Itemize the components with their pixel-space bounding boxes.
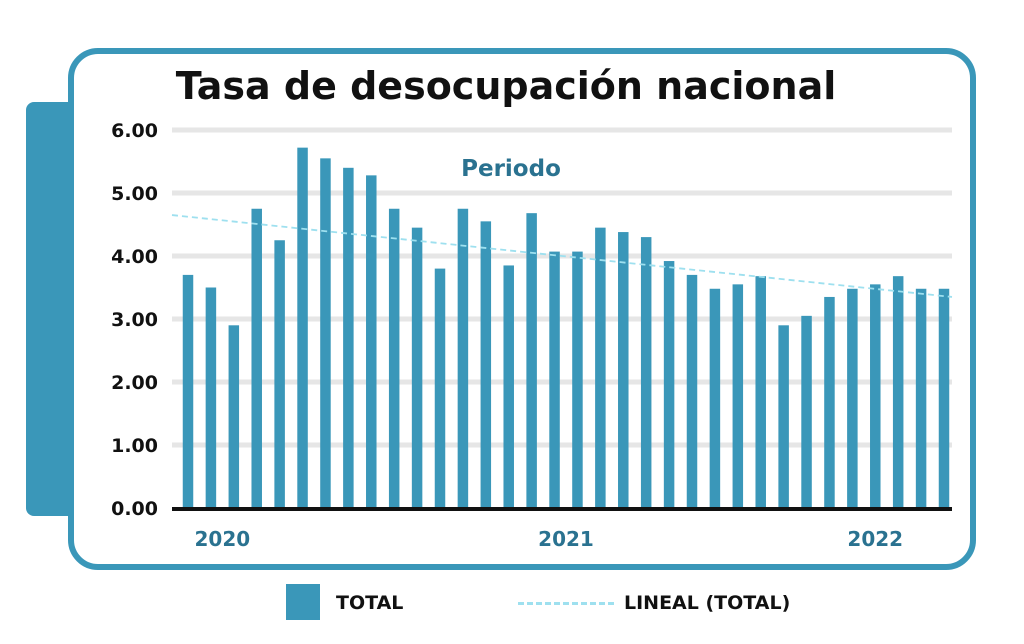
bar xyxy=(709,288,721,508)
x-period-label: 2020 xyxy=(195,527,251,551)
bar xyxy=(228,325,240,508)
bar xyxy=(503,265,514,508)
bar xyxy=(778,325,789,508)
bar xyxy=(549,251,560,508)
bar xyxy=(274,240,285,508)
y-tick-label: 0.00 xyxy=(111,498,158,520)
y-tick-label: 4.00 xyxy=(111,246,158,268)
legend: TOTAL LINEAL (TOTAL) xyxy=(0,584,1024,624)
y-tick-label: 3.00 xyxy=(111,309,158,331)
bar xyxy=(388,208,400,508)
bar xyxy=(457,208,469,508)
x-period-label: 2021 xyxy=(538,527,594,551)
bar xyxy=(320,158,331,508)
chart-title: Tasa de desocupación nacional xyxy=(175,64,837,108)
bar xyxy=(366,175,377,509)
y-axis-label-tab xyxy=(26,102,72,516)
bar xyxy=(732,284,744,508)
bar xyxy=(297,147,308,508)
bar xyxy=(801,315,812,508)
y-tick-label: 1.00 xyxy=(111,435,158,457)
legend-label-total: TOTAL xyxy=(336,592,404,614)
bar xyxy=(595,227,606,508)
bar xyxy=(343,167,354,509)
y-tick-label: 5.00 xyxy=(111,183,158,205)
bar xyxy=(663,261,675,508)
bar xyxy=(618,232,629,508)
bar xyxy=(755,276,766,508)
bar xyxy=(480,221,492,508)
legend-swatch-trend xyxy=(518,602,614,605)
bar xyxy=(640,237,652,508)
y-tick-label: 2.00 xyxy=(111,372,158,394)
bar xyxy=(434,268,446,508)
bar xyxy=(686,274,698,508)
chart-subtitle: Periodo xyxy=(461,156,561,182)
bar xyxy=(205,287,217,508)
legend-label-trend: LINEAL (TOTAL) xyxy=(624,592,791,614)
bar xyxy=(526,213,537,508)
bar xyxy=(182,274,194,508)
bar xyxy=(251,208,262,508)
bar xyxy=(915,288,927,508)
bar xyxy=(572,251,583,508)
bar xyxy=(870,284,881,508)
legend-swatch-total xyxy=(286,584,320,620)
x-period-label: 2022 xyxy=(847,527,903,551)
trend-line xyxy=(171,214,953,298)
y-tick-label: 6.00 xyxy=(111,120,158,142)
bar xyxy=(824,296,835,508)
bar xyxy=(892,276,904,508)
bar xyxy=(847,288,858,508)
bar xyxy=(411,227,423,508)
bar xyxy=(938,288,950,508)
